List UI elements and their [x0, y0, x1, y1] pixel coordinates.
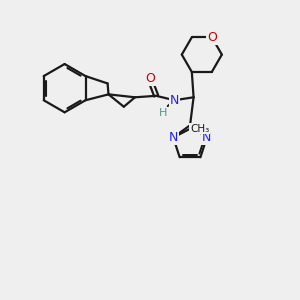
- Text: N: N: [170, 94, 179, 107]
- Text: N: N: [202, 131, 212, 144]
- Text: O: O: [207, 31, 217, 44]
- Text: O: O: [145, 72, 154, 85]
- Text: N: N: [169, 131, 178, 144]
- Text: H: H: [159, 108, 167, 118]
- Text: CH₃: CH₃: [190, 124, 210, 134]
